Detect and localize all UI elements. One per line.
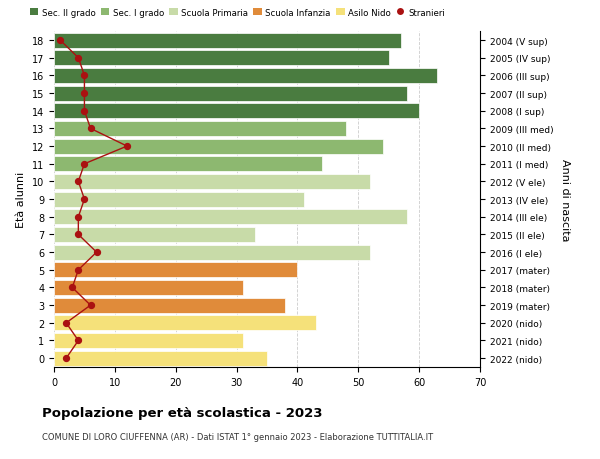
Point	[122, 143, 132, 151]
Bar	[54, 51, 389, 66]
Bar	[54, 298, 285, 313]
Point	[86, 302, 95, 309]
Point	[74, 213, 83, 221]
Point	[74, 267, 83, 274]
Bar	[54, 333, 242, 348]
Y-axis label: Età alunni: Età alunni	[16, 172, 26, 228]
Text: Popolazione per età scolastica - 2023: Popolazione per età scolastica - 2023	[42, 406, 323, 419]
Bar	[54, 351, 267, 366]
Text: COMUNE DI LORO CIUFFENNA (AR) - Dati ISTAT 1° gennaio 2023 - Elaborazione TUTTIT: COMUNE DI LORO CIUFFENNA (AR) - Dati IST…	[42, 432, 433, 442]
Bar	[54, 86, 407, 101]
Bar	[54, 122, 346, 137]
Point	[61, 355, 71, 362]
Point	[74, 179, 83, 186]
Bar	[54, 228, 255, 242]
Bar	[54, 210, 407, 225]
Bar	[54, 174, 370, 190]
Point	[55, 37, 65, 45]
Legend: Sec. II grado, Sec. I grado, Scuola Primaria, Scuola Infanzia, Asilo Nido, Stran: Sec. II grado, Sec. I grado, Scuola Prim…	[26, 5, 448, 21]
Point	[80, 73, 89, 80]
Bar	[54, 280, 242, 295]
Bar	[54, 157, 322, 172]
Bar	[54, 139, 383, 154]
Point	[67, 284, 77, 291]
Point	[86, 125, 95, 133]
Point	[80, 196, 89, 203]
Point	[80, 90, 89, 97]
Bar	[54, 104, 419, 119]
Bar	[54, 263, 298, 278]
Bar	[54, 245, 370, 260]
Point	[74, 55, 83, 62]
Bar	[54, 316, 316, 330]
Bar	[54, 192, 304, 207]
Bar	[54, 69, 437, 84]
Point	[74, 231, 83, 239]
Point	[74, 337, 83, 344]
Point	[92, 249, 101, 256]
Y-axis label: Anni di nascita: Anni di nascita	[560, 158, 570, 241]
Point	[80, 108, 89, 115]
Bar	[54, 34, 401, 49]
Point	[80, 161, 89, 168]
Point	[61, 319, 71, 327]
